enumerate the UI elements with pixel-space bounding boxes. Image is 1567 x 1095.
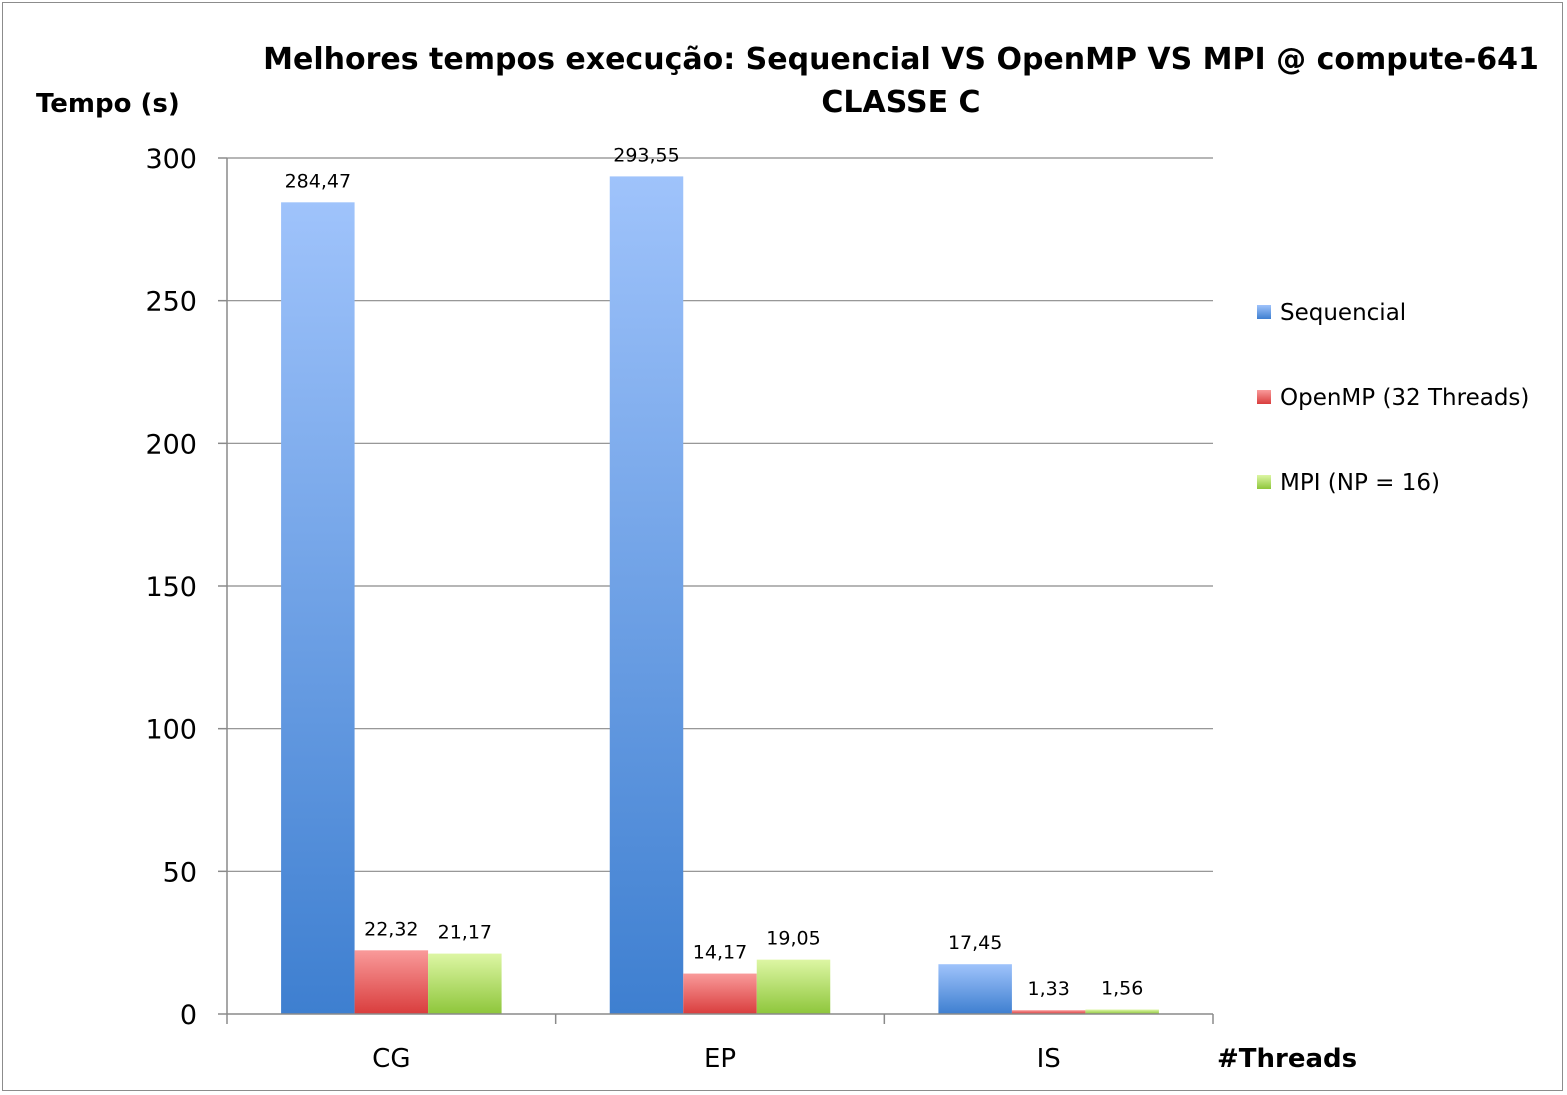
legend-label: OpenMP (32 Threads) bbox=[1280, 385, 1529, 411]
legend-swatch bbox=[1257, 475, 1271, 489]
x-tick-label: EP bbox=[704, 1044, 736, 1074]
y-tick-label: 300 bbox=[145, 144, 197, 175]
x-axis-label: #Threads bbox=[1217, 1044, 1357, 1074]
bars: 284,47 22,32 21,17 293,55 14,17 19,05 17,45 1,3… bbox=[281, 144, 1159, 1015]
y-tick-label: 200 bbox=[145, 429, 197, 460]
x-tick-label: CG bbox=[372, 1044, 410, 1074]
data-label: 14,17 bbox=[693, 942, 747, 964]
data-label: 19,05 bbox=[766, 928, 820, 950]
bar-is-series-2 bbox=[1085, 1009, 1159, 1014]
data-label: 1,33 bbox=[1028, 978, 1070, 1000]
bar-ep-series-2 bbox=[756, 959, 831, 1014]
data-label: 17,45 bbox=[948, 932, 1002, 954]
y-axis-label: Tempo (s) bbox=[36, 89, 180, 119]
bar-cg-series-1 bbox=[354, 950, 429, 1014]
y-tick-label: 250 bbox=[145, 287, 197, 318]
chart-subtitle: CLASSE C bbox=[821, 85, 980, 120]
legend-swatch bbox=[1257, 305, 1271, 319]
x-tick-label: IS bbox=[1037, 1044, 1061, 1074]
bar-ep-series-0 bbox=[609, 176, 684, 1015]
bar-is-series-1 bbox=[1011, 1010, 1086, 1014]
bar-ep-series-1 bbox=[683, 973, 757, 1014]
data-label: 293,55 bbox=[613, 144, 679, 166]
bar-cg-series-2 bbox=[428, 953, 502, 1014]
legend: Sequencial OpenMP (32 Threads) MPI (NP = 1… bbox=[1257, 300, 1529, 496]
y-tick-label: 100 bbox=[145, 715, 197, 746]
axes: 0 50 100 150 200 250 300 CG EP IS bbox=[145, 144, 1214, 1074]
legend-label: MPI (NP = 16) bbox=[1280, 470, 1440, 496]
data-label: 21,17 bbox=[438, 922, 492, 944]
data-label: 1,56 bbox=[1101, 978, 1143, 1000]
bar-is-series-0 bbox=[938, 964, 1012, 1014]
legend-label: Sequencial bbox=[1280, 300, 1406, 326]
y-tick-label: 150 bbox=[145, 572, 197, 603]
chart-title: Melhores tempos execução: Sequencial VS … bbox=[263, 42, 1539, 77]
data-label: 284,47 bbox=[285, 170, 351, 192]
legend-swatch bbox=[1257, 390, 1271, 404]
data-label: 22,32 bbox=[364, 918, 418, 940]
gridlines bbox=[227, 157, 1213, 872]
bar-cg-series-0 bbox=[281, 202, 355, 1015]
y-tick-label: 50 bbox=[163, 857, 197, 888]
y-tick-label: 0 bbox=[180, 1000, 197, 1031]
